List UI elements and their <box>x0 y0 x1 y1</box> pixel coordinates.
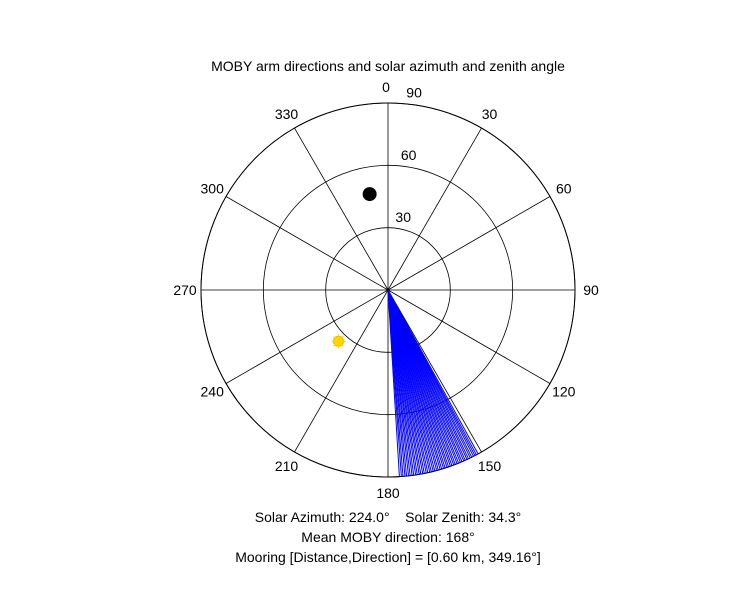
plot-series <box>331 187 479 477</box>
theta-tick-label-180: 180 <box>376 485 400 501</box>
grid-spoke-30 <box>387 127 482 291</box>
theta-tick-label-0: 0 <box>382 79 390 95</box>
sun-ray <box>339 335 344 341</box>
grid-spoke-240 <box>225 289 389 384</box>
sun-ray <box>339 342 344 347</box>
axis-labels: 0 30 60 90 120 150 180 210 240 270 300 330 30 60 90 <box>173 79 599 501</box>
sun-ray <box>333 342 338 347</box>
sun-marker <box>331 334 346 349</box>
radial-tick-label-60: 60 <box>401 147 417 163</box>
theta-tick-label-30: 30 <box>482 106 498 122</box>
theta-tick-label-240: 240 <box>201 384 225 400</box>
mooring-marker <box>362 187 377 202</box>
grid-spoke-120 <box>387 289 551 384</box>
grid-spoke-300 <box>225 196 389 291</box>
grid-spoke-150 <box>387 289 482 453</box>
moby-arm-line <box>387 289 400 477</box>
solar-info-text: Solar Azimuth: 224.0° Solar Zenith: 34.3… <box>255 509 521 525</box>
theta-tick-label-210: 210 <box>275 458 299 474</box>
theta-tick-label-60: 60 <box>556 181 572 197</box>
radial-tick-label-30: 30 <box>395 209 411 225</box>
theta-tick-label-270: 270 <box>173 282 197 298</box>
polar-grid <box>200 102 576 478</box>
mooring-info-text: Mooring [Distance,Direction] = [0.60 km,… <box>235 549 541 565</box>
grid-spoke-60 <box>387 196 551 291</box>
radial-tick-label-90: 90 <box>406 85 422 101</box>
theta-tick-label-330: 330 <box>275 106 299 122</box>
sun-ray <box>333 335 338 341</box>
theta-tick-label-120: 120 <box>552 384 576 400</box>
grid-spoke-330 <box>294 127 389 291</box>
theta-tick-label-300: 300 <box>201 181 225 197</box>
chart-title: MOBY arm directions and solar azimuth an… <box>211 58 565 74</box>
mean-moby-direction-text: Mean MOBY direction: 168° <box>301 529 474 545</box>
grid-spoke-210 <box>294 289 389 453</box>
theta-tick-label-150: 150 <box>478 458 502 474</box>
theta-tick-label-90: 90 <box>583 282 599 298</box>
outer-circle <box>200 102 576 478</box>
